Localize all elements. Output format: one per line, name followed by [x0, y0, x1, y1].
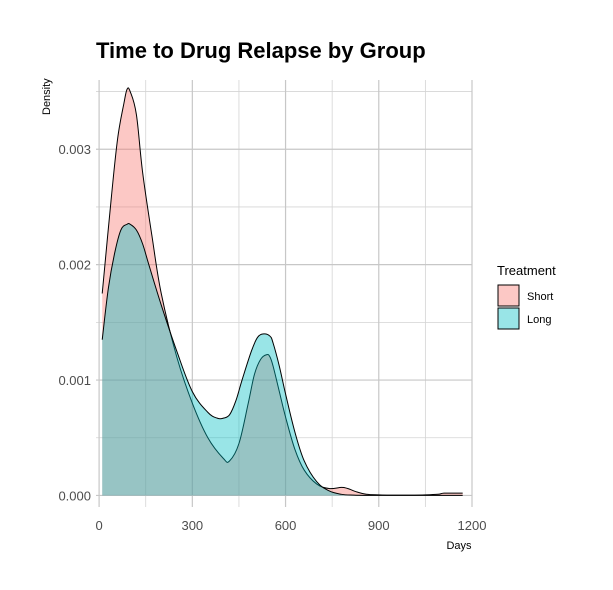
x-axis-label: Days: [446, 540, 472, 552]
tick-labels: 0 300 600 900 1200 0.000 0.001 0.002 0.003: [58, 142, 486, 533]
legend-title: Treatment: [497, 263, 556, 278]
x-tick-label: 300: [181, 518, 203, 533]
x-tick-label: 1200: [458, 518, 487, 533]
series-layer: [101, 87, 463, 496]
legend-swatch-long: [497, 307, 520, 330]
density-area-short: [102, 87, 463, 496]
x-tick-label: 900: [368, 518, 390, 533]
y-tick-label: 0.002: [58, 258, 91, 273]
x-tick-label: 0: [95, 518, 102, 533]
legend: Treatment Short Long: [497, 263, 556, 330]
legend-label-short: Short: [527, 291, 553, 303]
density-line-long: [101, 222, 463, 496]
density-area-long: [102, 223, 463, 496]
legend-swatch-short: [497, 284, 520, 307]
y-tick-label: 0.003: [58, 142, 91, 157]
chart-title: Time to Drug Relapse by Group: [96, 38, 426, 63]
x-tick-label: 600: [275, 518, 297, 533]
y-axis-label: Density: [41, 78, 53, 115]
y-tick-label: 0.000: [58, 488, 91, 503]
legend-label-long: Long: [527, 314, 551, 326]
y-tick-label: 0.001: [58, 373, 91, 388]
legend-items: Short Long: [497, 284, 553, 330]
